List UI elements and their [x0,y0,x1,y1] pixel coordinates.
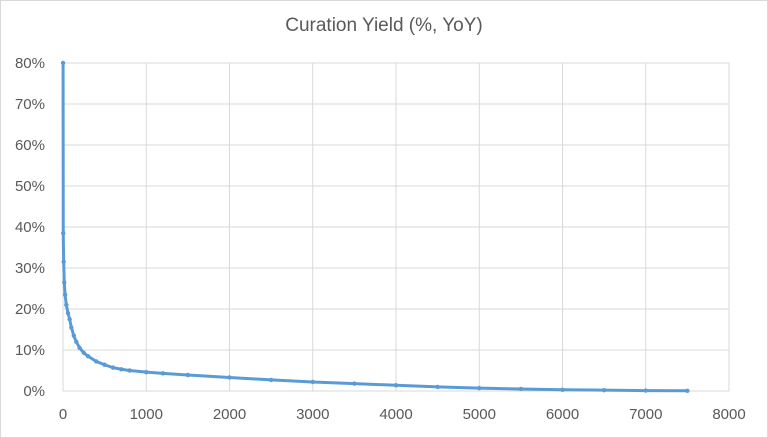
chart-title: Curation Yield (%, YoY) [285,15,483,36]
x-tick-label: 6000 [546,406,579,423]
y-tick-label: 50% [15,178,45,195]
x-tick-label: 4000 [379,406,412,423]
tick-labels: 0 1000 2000 3000 4000 5000 6000 7000 8000 0% 10% 20… [15,55,746,423]
y-tick-label: 80% [15,55,45,72]
x-tick-label: 8000 [712,406,745,423]
x-tick-label: 2000 [213,406,246,423]
gridlines [62,62,730,392]
y-tick-label: 30% [15,260,45,277]
y-tick-label: 40% [15,219,45,236]
x-tick-label: 1000 [130,406,163,423]
y-tick-label: 10% [15,342,45,359]
x-tick-label: 7000 [629,406,662,423]
data-points [60,60,690,393]
series-trace [61,62,688,393]
y-tick-label: 20% [15,301,45,318]
x-tick-label: 0 [59,406,67,423]
x-tick-label: 5000 [463,406,496,423]
y-tick-label: 70% [15,96,45,113]
y-tick-label: 0% [23,383,45,400]
x-tick-label: 3000 [296,406,329,423]
y-tick-label: 60% [15,137,45,154]
